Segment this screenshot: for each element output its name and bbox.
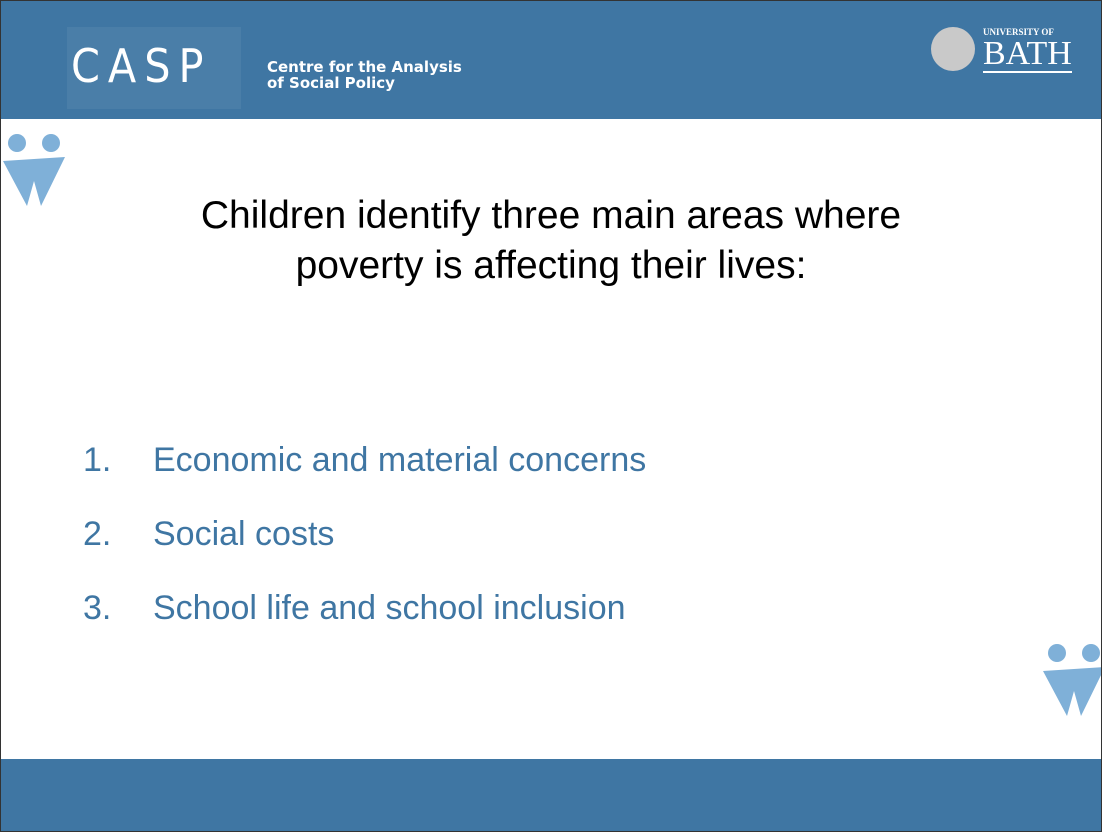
title-line: poverty is affecting their lives: (295, 244, 807, 287)
item-text: School life and school inclusion (153, 589, 626, 627)
university-name: BATH (983, 35, 1072, 73)
university-logo: UNIVERSITY OF BATH (983, 27, 1072, 73)
list-item: 2. Social costs (83, 515, 646, 589)
title-line: Children identify three main areas where (200, 194, 902, 237)
children-icon (1043, 644, 1101, 716)
item-text: Social costs (153, 515, 335, 553)
university-small: UNIVERSITY OF (983, 27, 1054, 37)
list-item: 1. Economic and material concerns (83, 441, 646, 515)
logo-subtitle-line: of Social Policy (267, 74, 395, 92)
logo-box: CASP (67, 27, 241, 109)
logo-subtitle: Centre for the Analysis of Social Policy (267, 59, 462, 91)
item-number: 2. (83, 515, 112, 553)
list-item: 3. School life and school inclusion (83, 589, 646, 663)
logo-subtitle-line: Centre for the Analysis (267, 58, 462, 76)
item-text: Economic and material concerns (153, 441, 647, 479)
item-number: 1. (83, 441, 112, 479)
footer-band (1, 759, 1101, 831)
item-number: 3. (83, 589, 112, 627)
list: 1. Economic and material concerns 2. Social… (83, 441, 646, 663)
logo: CASP (71, 39, 212, 93)
slide-title: Children identify three main areas where… (1, 191, 1101, 291)
children-icon (3, 134, 65, 206)
university-crest (931, 27, 975, 71)
